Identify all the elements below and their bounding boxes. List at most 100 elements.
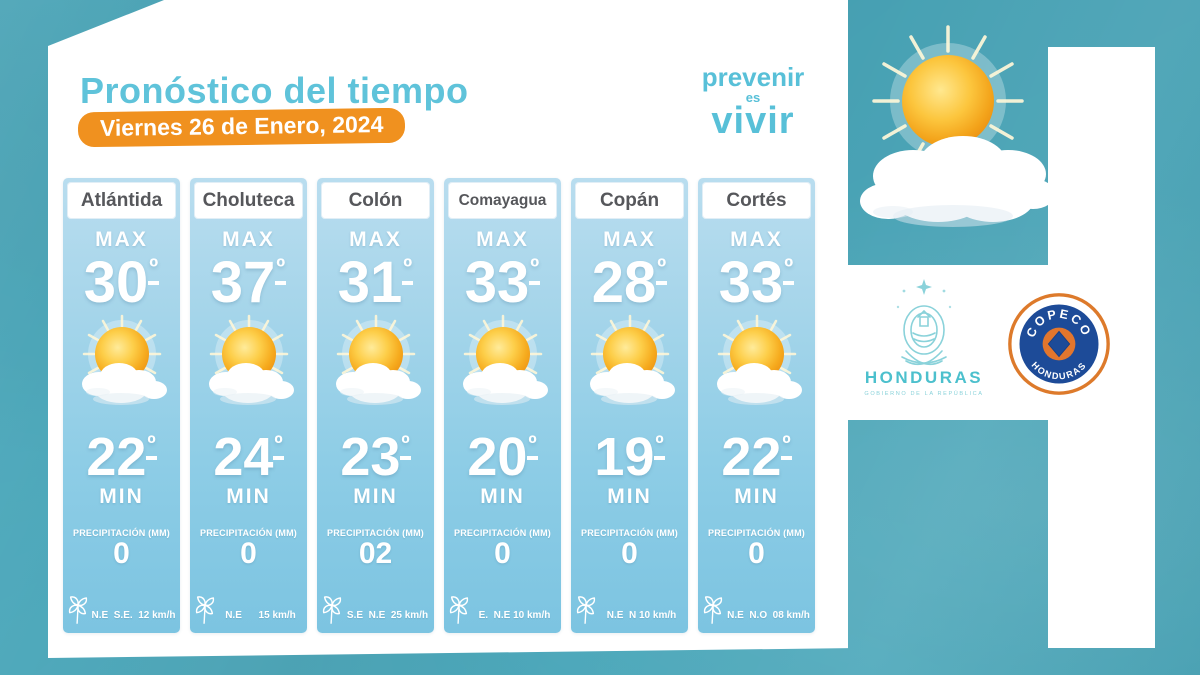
precipitation-label: PRECIPITACIÓN (MM): [200, 528, 297, 538]
min-temperature: 24º: [213, 427, 284, 487]
wind-row: N.E N 10 km/h: [571, 593, 688, 625]
precipitation-label: PRECIPITACIÓN (MM): [581, 528, 678, 538]
logo-band: HONDURAS GOBIERNO DE LA REPÚBLICA COPECO…: [848, 265, 1155, 420]
wind-row: E. N.E 10 km/h: [444, 593, 561, 625]
precipitation-value: 0: [494, 537, 511, 570]
precipitation-value: 0: [240, 537, 257, 570]
min-label: MIN: [734, 485, 779, 508]
degree-mark: º: [275, 254, 287, 285]
degree-mark: º: [402, 254, 414, 285]
degree-mark: º: [529, 254, 541, 285]
min-temperature: 20º: [467, 427, 538, 487]
degree-mark: º: [400, 430, 411, 460]
max-temperature: 31º: [338, 254, 414, 312]
sun-cloud-icon: [716, 314, 802, 405]
precipitation-value: 0: [113, 537, 130, 570]
columns-row: Atlántida MAX 30º: [63, 178, 815, 633]
temperature-value: 23: [340, 427, 401, 487]
max-label: MAX: [349, 228, 402, 251]
forecast-column: Comayagua MAX 33º: [444, 178, 561, 633]
wind-text: N.E N.O 08 km/h: [727, 610, 810, 621]
wind-text: N.E S.E. 12 km/h: [91, 610, 176, 621]
forecast-column: Copán MAX 28º: [571, 178, 688, 633]
max-label: MAX: [95, 228, 148, 251]
pinwheel-icon: [449, 596, 469, 624]
department-name: Atlántida: [67, 182, 176, 219]
department-name: Colón: [321, 182, 430, 219]
sun-cloud-icon: [335, 314, 421, 405]
min-label: MIN: [607, 485, 652, 508]
precipitation-label: PRECIPITACIÓN (MM): [708, 528, 805, 538]
temperature-value: 22: [721, 427, 782, 487]
wind-row: N.E N.O 08 km/h: [698, 593, 815, 625]
department-name: Comayagua: [448, 182, 557, 219]
slogan-line2: es: [745, 90, 761, 105]
temperature-value: 33: [718, 250, 784, 315]
sun-cloud-icon: [589, 314, 675, 405]
department-name: Copán: [575, 182, 684, 219]
date-badge: Viernes 26 de Enero, 2024: [77, 107, 406, 148]
wind-text: S.E N.E 25 km/h: [346, 610, 429, 621]
forecast-card: Pronóstico del tiempo Viernes 26 de Ener…: [48, 0, 848, 658]
min-label: MIN: [480, 485, 525, 508]
min-temperature: 22º: [721, 427, 792, 487]
precipitation-value: 02: [358, 537, 393, 570]
min-label: MIN: [353, 485, 398, 508]
pinwheel-icon: [703, 596, 723, 624]
wind-row: S.E N.E 25 km/h: [317, 593, 434, 625]
degree-mark: º: [148, 254, 160, 285]
forecast-column: Colón MAX 31º: [317, 178, 434, 633]
forecast-column: Cortés MAX 33º: [698, 178, 815, 633]
degree-mark: º: [654, 430, 665, 460]
max-temperature: 33º: [465, 254, 541, 312]
sun-cloud-icon: [462, 314, 548, 405]
max-temperature: 30º: [84, 254, 160, 312]
pinwheel-icon: [68, 596, 88, 624]
copeco-logo: COPECO HONDURAS: [1008, 293, 1110, 395]
min-temperature: 23º: [340, 427, 411, 487]
temperature-value: 31: [337, 250, 403, 315]
temperature-value: 19: [594, 427, 655, 487]
slogan-line1: prevenir: [701, 62, 805, 92]
max-label: MAX: [603, 228, 656, 251]
temperature-value: 37: [210, 250, 276, 315]
max-temperature: 33º: [719, 254, 795, 312]
max-label: MAX: [730, 228, 783, 251]
slogan-line3: vivir: [711, 100, 795, 142]
degree-mark: º: [527, 430, 538, 460]
department-name: Cortés: [702, 182, 811, 219]
min-temperature: 19º: [594, 427, 665, 487]
department-name: Choluteca: [194, 182, 303, 219]
degree-mark: º: [146, 430, 157, 460]
wind-text: N.E N 10 km/h: [606, 610, 677, 621]
max-label: MAX: [222, 228, 275, 251]
temperature-value: 24: [213, 427, 274, 487]
page-title: Pronóstico del tiempo: [80, 70, 469, 111]
min-label: MIN: [99, 485, 144, 508]
precipitation-label: PRECIPITACIÓN (MM): [73, 528, 170, 538]
wind-text: E. N.E 10 km/h: [478, 610, 551, 621]
temperature-value: 28: [591, 250, 657, 315]
temperature-value: 22: [86, 427, 147, 487]
pinwheel-icon: [576, 596, 596, 624]
temperature-value: 33: [464, 250, 530, 315]
degree-mark: º: [783, 254, 795, 285]
pinwheel-icon: [322, 596, 342, 624]
degree-mark: º: [273, 430, 284, 460]
honduras-logo-subtitle: GOBIERNO DE LA REPÚBLICA: [864, 390, 983, 397]
sun-cloud-icon: [81, 314, 167, 405]
wind-row: N.E S.E. 12 km/h: [63, 593, 180, 625]
forecast-column: Choluteca MAX 37º: [190, 178, 307, 633]
min-temperature: 22º: [86, 427, 157, 487]
prevenir-es-vivir-logo: prevenir es vivir: [678, 64, 828, 140]
temperature-value: 20: [467, 427, 528, 487]
sun-cloud-illustration: [860, 25, 1055, 227]
max-temperature: 28º: [592, 254, 668, 312]
wind-row: N.E 15 km/h: [190, 593, 307, 625]
degree-mark: º: [781, 430, 792, 460]
precipitation-value: 0: [748, 537, 765, 570]
min-label: MIN: [226, 485, 271, 508]
honduras-government-logo: HONDURAS GOBIERNO DE LA REPÚBLICA: [864, 279, 983, 397]
pinwheel-icon: [195, 596, 215, 624]
